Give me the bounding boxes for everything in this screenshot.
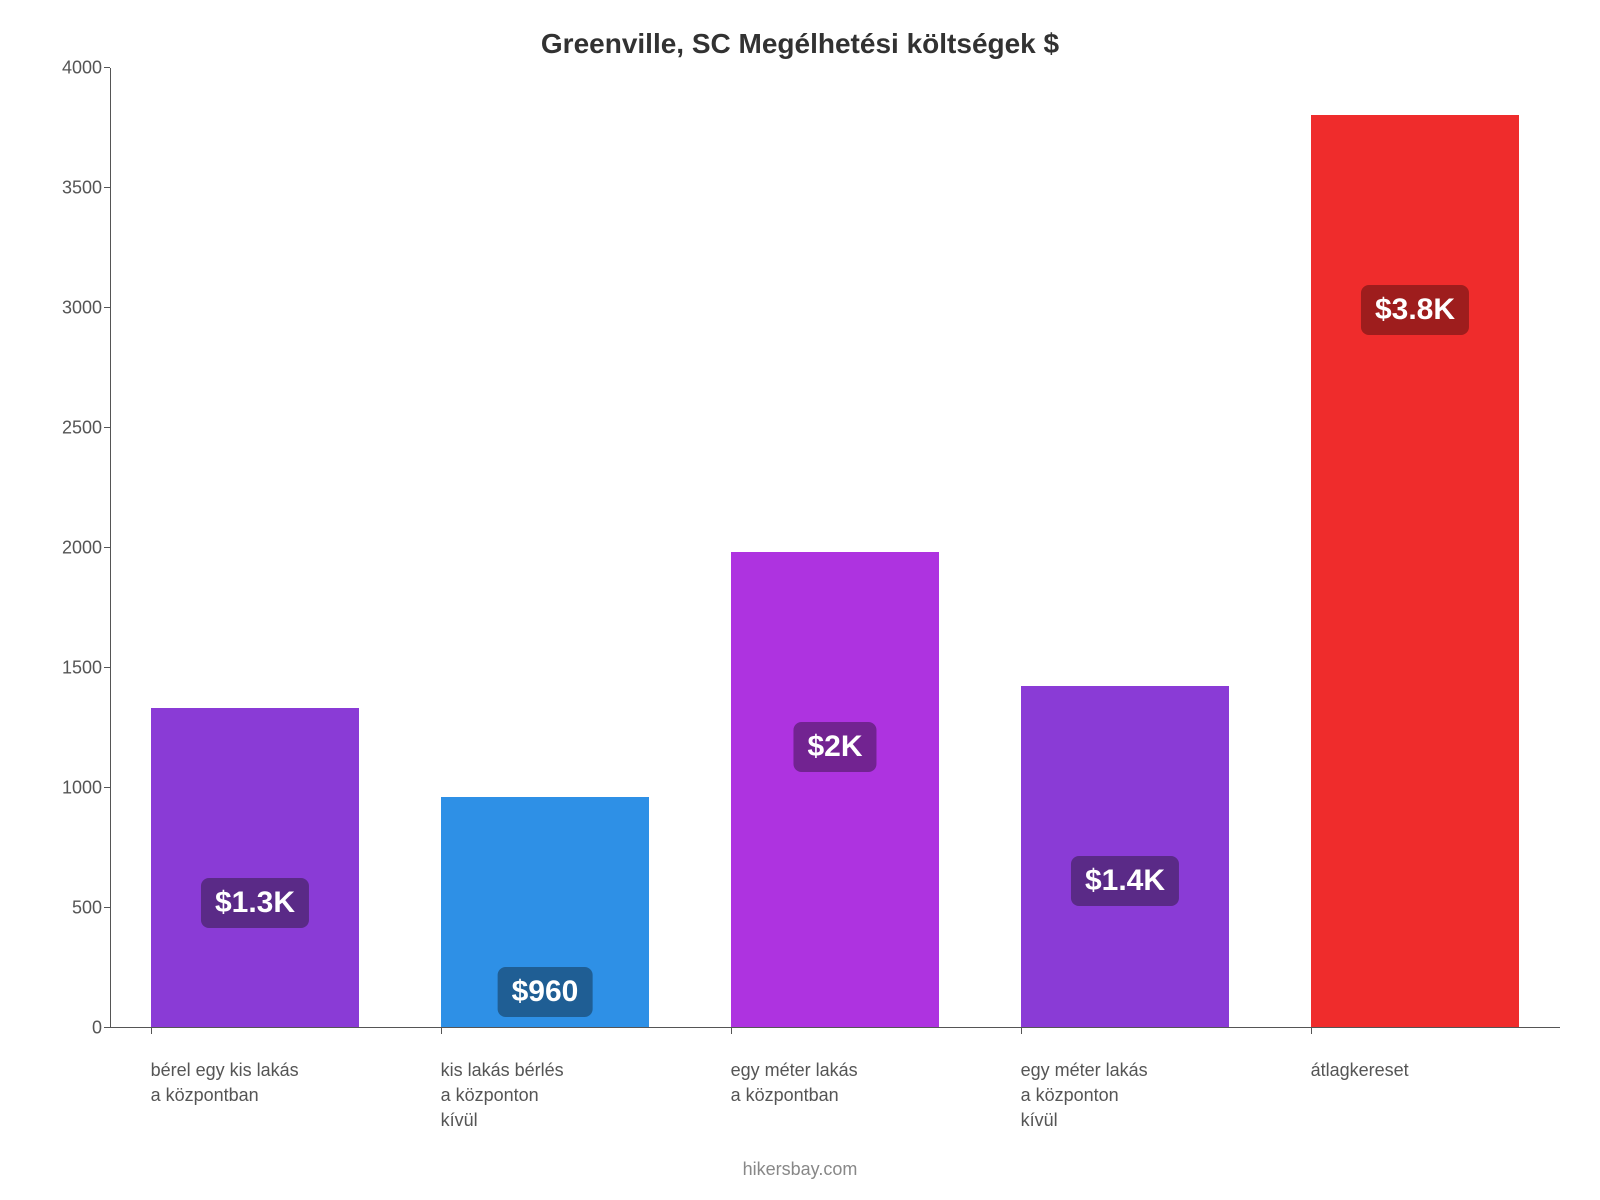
y-tick-label: 3500 <box>50 178 102 199</box>
x-axis-label: egy méter lakás a központon kívül <box>1021 1058 1230 1134</box>
x-axis-label: kis lakás bérlés a központon kívül <box>441 1058 650 1134</box>
x-axis-label: bérel egy kis lakás a központban <box>151 1058 360 1108</box>
y-tick-label: 1000 <box>50 778 102 799</box>
bar-value-label: $2K <box>793 722 876 772</box>
bar-value-label: $3.8K <box>1361 285 1469 335</box>
bar-value-label: $1.3K <box>201 878 309 928</box>
y-tick-label: 500 <box>50 898 102 919</box>
y-tick-mark <box>104 907 110 908</box>
bar-value-label: $960 <box>498 967 593 1017</box>
y-tick-mark <box>104 547 110 548</box>
y-tick-mark <box>104 67 110 68</box>
bar: $2K <box>731 552 940 1027</box>
y-tick-mark <box>104 427 110 428</box>
bar-value-label: $1.4K <box>1071 856 1179 906</box>
y-tick-label: 0 <box>50 1018 102 1039</box>
y-tick-mark <box>104 787 110 788</box>
y-tick-mark <box>104 667 110 668</box>
bars-layer: $1.3K $960 $2K $1.4K $3.8K <box>110 68 1560 1028</box>
attribution-text: hikersbay.com <box>0 1159 1600 1180</box>
x-tick-mark <box>731 1028 732 1034</box>
bar: $3.8K <box>1311 115 1520 1027</box>
chart-title: Greenville, SC Megélhetési költségek $ <box>40 28 1560 60</box>
bar: $1.4K <box>1021 686 1230 1027</box>
y-tick-mark <box>104 187 110 188</box>
y-tick-label: 3000 <box>50 298 102 319</box>
x-tick-mark <box>151 1028 152 1034</box>
x-axis-label: egy méter lakás a központban <box>731 1058 940 1108</box>
y-tick-mark <box>104 307 110 308</box>
chart-container: Greenville, SC Megélhetési költségek $ $… <box>0 0 1600 1200</box>
y-tick-label: 4000 <box>50 58 102 79</box>
x-axis-label: átlagkereset <box>1311 1058 1520 1083</box>
y-tick-label: 1500 <box>50 658 102 679</box>
x-tick-mark <box>1311 1028 1312 1034</box>
y-tick-label: 2000 <box>50 538 102 559</box>
x-tick-mark <box>1021 1028 1022 1034</box>
bar: $960 <box>441 797 650 1027</box>
x-tick-mark <box>441 1028 442 1034</box>
plot-region: $1.3K$960$2K$1.4K$3.8K 05001000150020002… <box>110 68 1560 1028</box>
y-tick-label: 2500 <box>50 418 102 439</box>
bar: $1.3K <box>151 708 360 1027</box>
y-tick-mark <box>104 1027 110 1028</box>
